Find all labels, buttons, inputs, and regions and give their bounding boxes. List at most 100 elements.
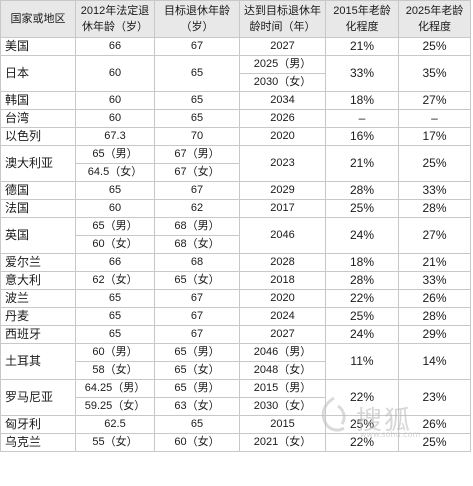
cell-aging-2015: 21% (325, 37, 399, 56)
cell-age-2012: 65（男） 60（女） (75, 217, 155, 254)
cell-country: 罗马尼亚 (0, 379, 76, 416)
cell-aging-2015: 25% (325, 307, 399, 326)
cell-country: 爱尔兰 (0, 253, 76, 272)
cell-age-2012: 62.5 (75, 415, 155, 434)
header-country: 国家或地区 (0, 0, 76, 38)
cell-country: 波兰 (0, 289, 76, 308)
table-container: 国家或地区 2012年法定退休年龄（岁） 目标退休年龄（岁） 达到目标退休年龄时… (0, 0, 471, 452)
cell-reach-time-line: 2030（女） (240, 397, 325, 415)
cell-aging-2025: 35% (398, 55, 471, 92)
cell-age-2012: 65 (75, 307, 155, 326)
table-row: 丹麦 65 67 2024 25% 28% (0, 307, 471, 326)
cell-reach-time: 2026 (239, 109, 326, 128)
cell-target-age: 67 (154, 325, 240, 344)
cell-age-2012-line: 65（男） (92, 220, 138, 232)
table-row: 以色列 67.3 70 2020 16% 17% (0, 127, 471, 146)
table-row: 法国 60 62 2017 25% 28% (0, 199, 471, 218)
table-row: 波兰 65 67 2020 22% 26% (0, 289, 471, 308)
cell-reach-time: 2018 (239, 271, 326, 290)
cell-aging-2025: 25% (398, 145, 471, 182)
table-row: 乌克兰 55（女） 60（女） 2021（女） 22% 25% (0, 433, 471, 452)
cell-country: 英国 (0, 217, 76, 254)
cell-aging-2015: 24% (325, 325, 399, 344)
cell-reach-time: 2021（女） (239, 433, 326, 452)
cell-aging-2015: 11% (325, 343, 399, 380)
cell-country: 法国 (0, 199, 76, 218)
cell-target-age: 62 (154, 199, 240, 218)
cell-target-age: 65 (154, 109, 240, 128)
cell-aging-2015: 22% (325, 433, 399, 452)
table-body: 美国 66 67 2027 21% 25% 日本 60 65 2025（男） 2030（女） 33% 3… (0, 37, 471, 452)
cell-age-2012-line: 64.25（男） (84, 382, 146, 394)
cell-country: 匈牙利 (0, 415, 76, 434)
cell-country: 德国 (0, 181, 76, 200)
cell-aging-2025: 25% (398, 433, 471, 452)
cell-target-age-line: 65（男） (174, 382, 220, 394)
cell-age-2012-line: 60（女） (76, 235, 154, 253)
cell-country: 以色列 (0, 127, 76, 146)
table-row: 台湾 60 65 2026– – (0, 109, 471, 128)
cell-country: 美国 (0, 37, 76, 56)
cell-reach-time: 2027 (239, 37, 326, 56)
cell-target-age: 60（女） (154, 433, 240, 452)
cell-target-age-line: 68（男） (174, 220, 220, 232)
cell-country: 意大利 (0, 271, 76, 290)
table-row: 英国 65（男） 60（女） 68（男） 68（女） 2046 24% 27% (0, 217, 471, 254)
cell-target-age-line: 63（女） (155, 397, 239, 415)
cell-target-age: 67（男） 67（女） (154, 145, 240, 182)
header-reach-time: 达到目标退休年龄时间（年） (239, 0, 326, 38)
cell-aging-2015: 22% (325, 289, 399, 308)
cell-aging-2025: 23% (398, 379, 471, 416)
table-row: 匈牙利 62.5 65 2015 25% 26% (0, 415, 471, 434)
cell-country: 西班牙 (0, 325, 76, 344)
cell-aging-2025: – (398, 109, 471, 128)
cell-age-2012: 67.3 (75, 127, 155, 146)
cell-reach-time: 2034 (239, 91, 326, 110)
cell-aging-2015: 22% (325, 379, 399, 416)
cell-aging-2015: 16% (325, 127, 399, 146)
cell-age-2012: 60 (75, 199, 155, 218)
cell-target-age-line: 67（女） (155, 163, 239, 181)
table-row: 日本 60 65 2025（男） 2030（女） 33% 35% (0, 55, 471, 92)
cell-country: 韩国 (0, 91, 76, 110)
cell-country: 日本 (0, 55, 76, 92)
cell-country: 乌克兰 (0, 433, 76, 452)
cell-target-age: 67 (154, 289, 240, 308)
cell-aging-2025: 28% (398, 307, 471, 326)
cell-aging-2025: 33% (398, 271, 471, 290)
cell-aging-2015: – (325, 109, 399, 128)
cell-target-age-line: 65（男） (174, 346, 220, 358)
cell-reach-time: 2017 (239, 199, 326, 218)
cell-aging-2025: 14% (398, 343, 471, 380)
cell-target-age: 67 (154, 37, 240, 56)
cell-reach-time-line: 2015（男） (253, 382, 312, 394)
cell-aging-2015: 21% (325, 145, 399, 182)
cell-age-2012-line: 65（男） (92, 148, 138, 160)
cell-reach-time-line: 2030（女） (240, 73, 325, 91)
cell-aging-2025: 21% (398, 253, 471, 272)
cell-aging-2025: 33% (398, 181, 471, 200)
cell-age-2012-line: 58（女） (76, 361, 154, 379)
cell-age-2012: 55（女） (75, 433, 155, 452)
cell-aging-2025: 25% (398, 37, 471, 56)
cell-reach-time: 2029 (239, 181, 326, 200)
cell-age-2012: 65 (75, 325, 155, 344)
cell-aging-2015: 25% (325, 199, 399, 218)
cell-reach-time: 2025（男） 2030（女） (239, 55, 326, 92)
cell-aging-2015: 33% (325, 55, 399, 92)
retirement-age-table: 国家或地区 2012年法定退休年龄（岁） 目标退休年龄（岁） 达到目标退休年龄时… (0, 0, 471, 452)
cell-age-2012: 65（男） 64.5（女） (75, 145, 155, 182)
table-header-row: 国家或地区 2012年法定退休年龄（岁） 目标退休年龄（岁） 达到目标退休年龄时… (0, 0, 471, 38)
table-row: 澳大利亚 65（男） 64.5（女） 67（男） 67（女） 2023 21% 25% (0, 145, 471, 182)
cell-aging-2015: 28% (325, 271, 399, 290)
cell-age-2012: 64.25（男） 59.25（女） (75, 379, 155, 416)
cell-reach-time: 2020 (239, 127, 326, 146)
cell-age-2012-line: 64.5（女） (76, 163, 154, 181)
cell-age-2012: 65 (75, 181, 155, 200)
cell-country: 丹麦 (0, 307, 76, 326)
table-row: 意大利 62（女） 65（女） 2018 28% 33% (0, 271, 471, 290)
cell-reach-time: 2027 (239, 325, 326, 344)
cell-aging-2025: 28% (398, 199, 471, 218)
table-row: 西班牙 65 67 2027 24% 29% (0, 325, 471, 344)
cell-aging-2015: 25% (325, 415, 399, 434)
